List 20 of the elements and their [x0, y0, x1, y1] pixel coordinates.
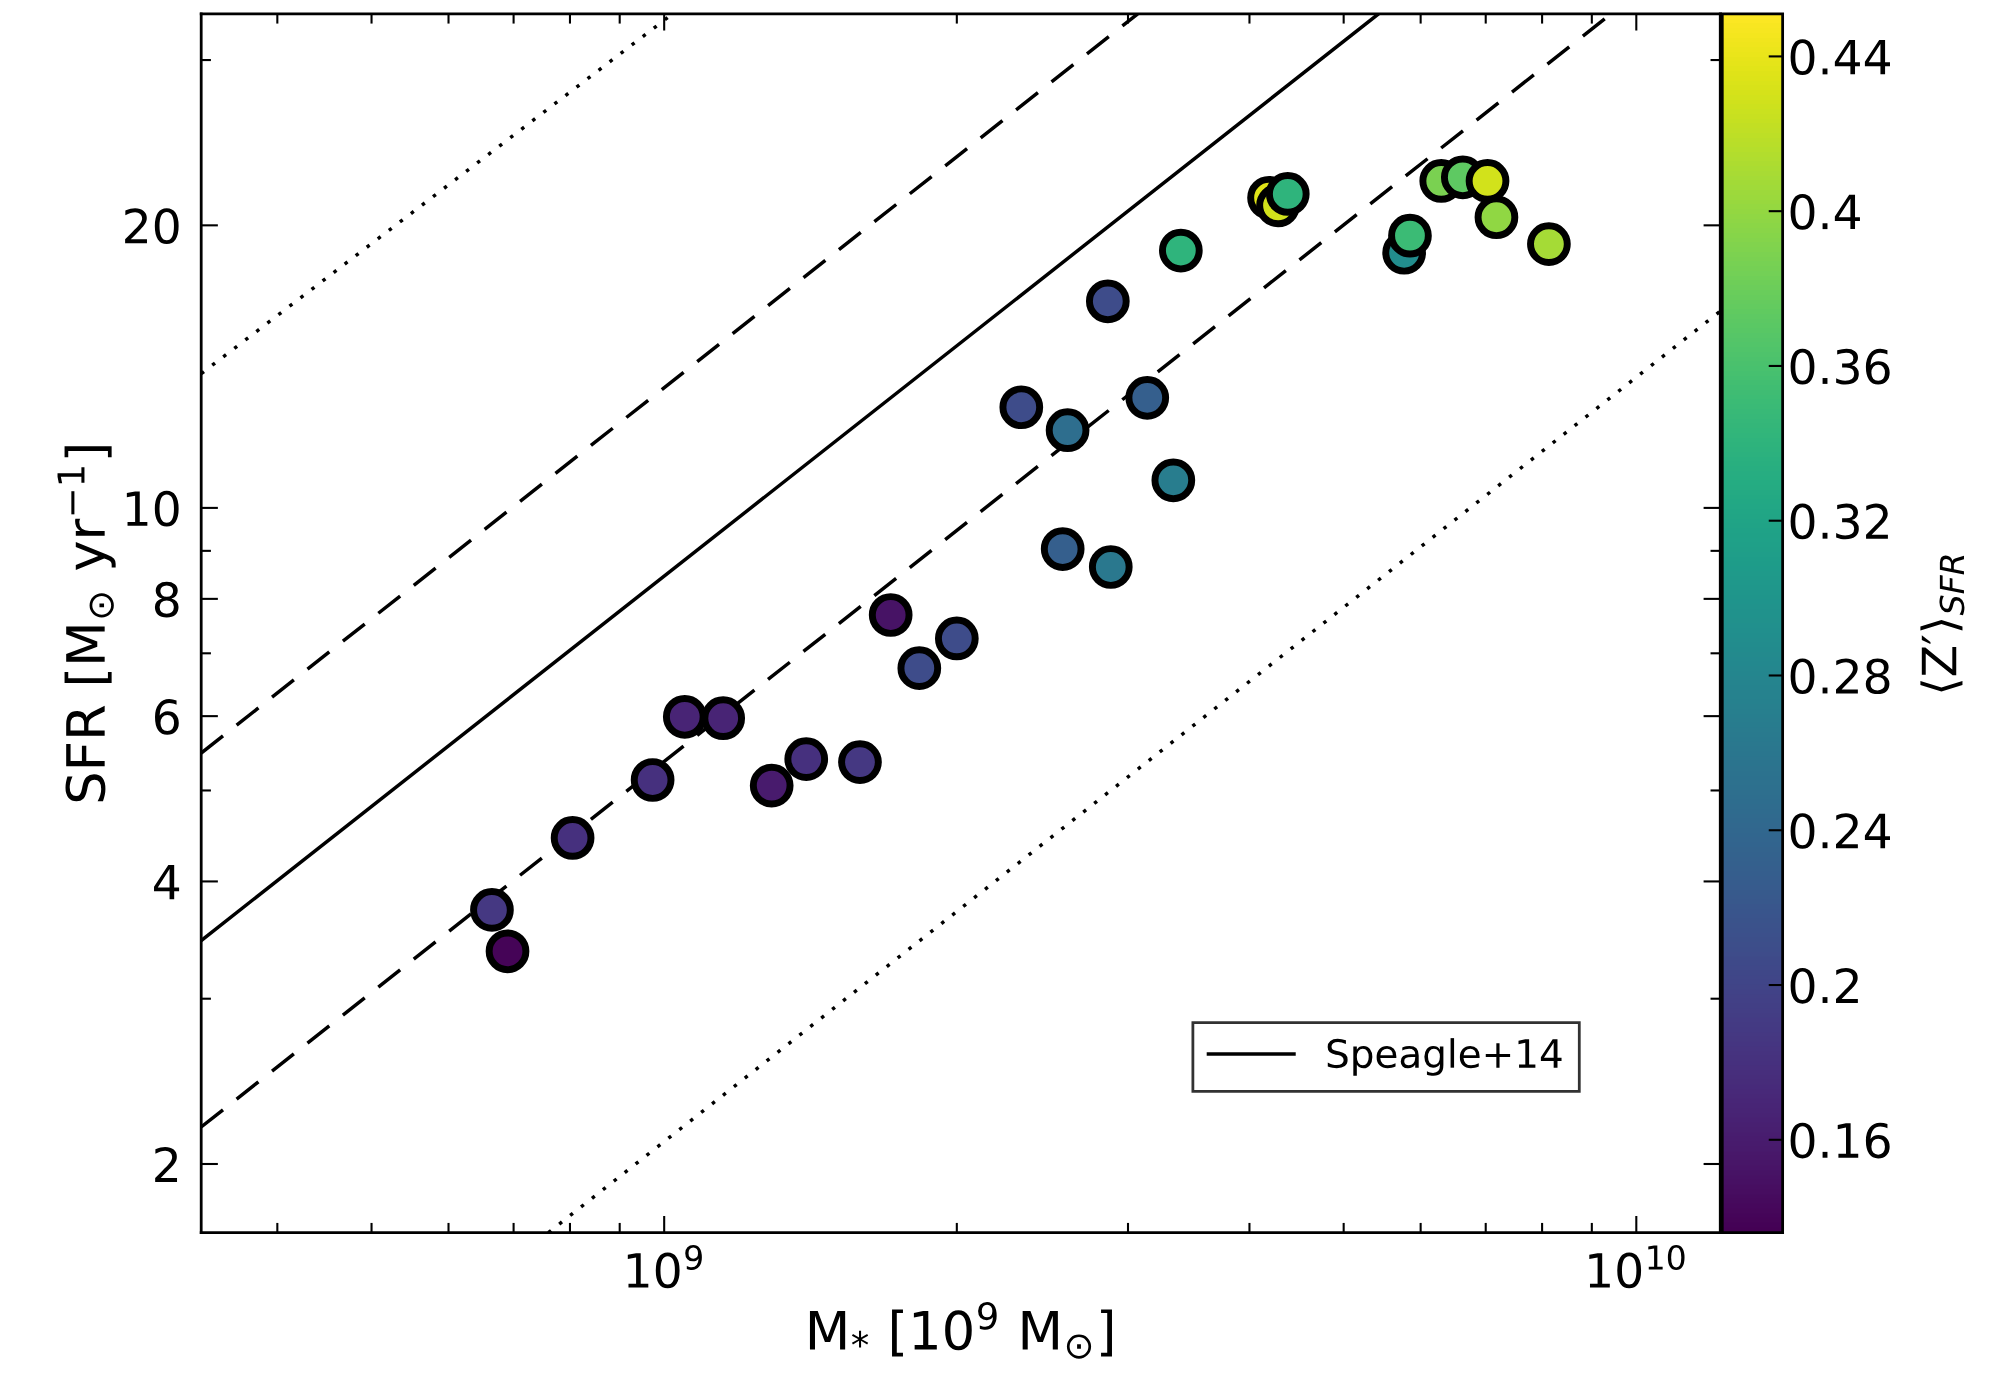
y-tick-label: 10: [126, 490, 179, 527]
y-tick-label: 6: [155, 699, 179, 735]
color-bar-label: 0.44: [1790, 39, 1890, 76]
y-tick-label: 8: [154, 581, 179, 618]
color-bar-label: 0.32: [1790, 503, 1888, 540]
y-axis-title: SFR [M$_{⊙}$ yr$^{−1}$]: [57, 446, 116, 802]
color-bar-title: ⟨Z′⟩$_{SFR}$: [1920, 555, 1965, 692]
y-tick-label: 20: [125, 208, 179, 244]
y-tick-label: 2: [155, 1146, 178, 1182]
y-tick-label: 4: [154, 864, 180, 900]
x-axis-title: M$_{*}$ [10$^{9}$ M$_{⊙}$]: [809, 1301, 1112, 1359]
x-tick-label: 10$^{9}$: [627, 1245, 702, 1289]
color-bar-label: 0.2: [1790, 967, 1858, 1004]
x-tick-label: 10$^{10}$: [1589, 1245, 1685, 1289]
color-bar-label: 0.4: [1790, 194, 1860, 230]
color-bar-label: 0.24: [1790, 813, 1890, 849]
legend-label: Speagle+14: [1327, 1038, 1562, 1076]
color-bar-label: 0.28: [1790, 658, 1890, 695]
color-bar-label: 0.36: [1790, 348, 1890, 385]
color-bar-label: 0.16: [1790, 1122, 1890, 1159]
